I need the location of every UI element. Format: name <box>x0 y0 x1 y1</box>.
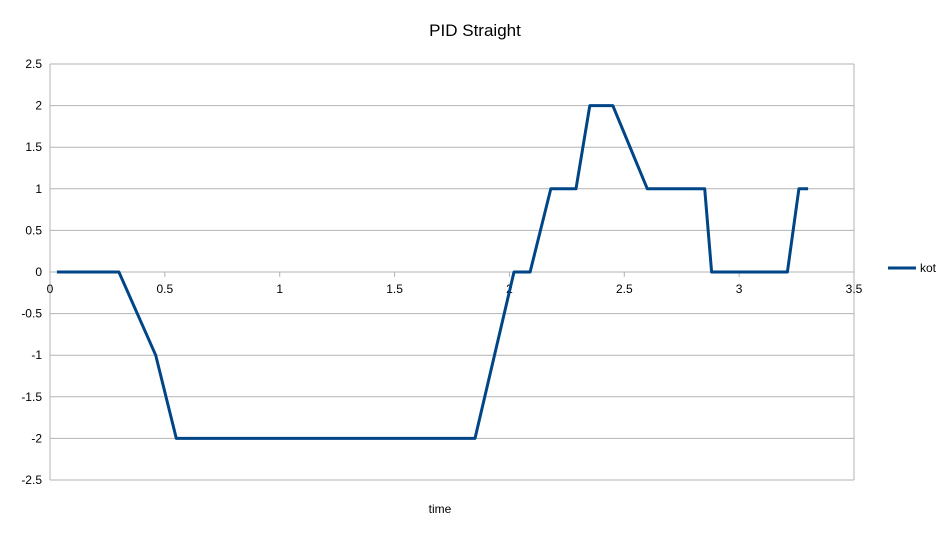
y-tick-label: -2 <box>31 431 42 445</box>
y-tick-label: 0.5 <box>25 223 42 237</box>
y-tick-label: -1.5 <box>21 390 42 404</box>
y-tick-label: -2.5 <box>21 473 42 487</box>
y-tick-label: -0.5 <box>21 307 42 321</box>
y-tick-labels: 2.5 2 1.5 1 0.5 0 -0.5 -1 -1.5 -2 -2.5 <box>21 57 42 487</box>
series-lines <box>56 104 809 440</box>
x-tick-label: 0.5 <box>157 282 174 296</box>
x-tick-labels: 0 0.5 1 1.5 2 2.5 3 3.5 <box>47 282 863 296</box>
x-tick-label: 2.5 <box>616 282 633 296</box>
x-tick-label: 0 <box>47 282 54 296</box>
y-tick-label: 2.5 <box>25 57 42 71</box>
x-axis-label: time <box>429 502 452 516</box>
legend-label: kot <box>920 261 937 275</box>
chart-title: PID Straight <box>429 21 521 40</box>
y-tick-label: 0 <box>35 265 42 279</box>
x-tick-label: 1.5 <box>386 282 403 296</box>
x-tick-label: 3.5 <box>846 282 863 296</box>
series-line-kot <box>56 104 809 440</box>
x-tick-label: 3 <box>736 282 743 296</box>
y-tick-label: 2 <box>35 99 42 113</box>
y-tick-label: 1 <box>35 182 42 196</box>
x-tick-label: 1 <box>276 282 283 296</box>
legend: kot <box>888 261 937 275</box>
y-tick-label: -1 <box>31 348 42 362</box>
y-tick-label: 1.5 <box>25 140 42 154</box>
